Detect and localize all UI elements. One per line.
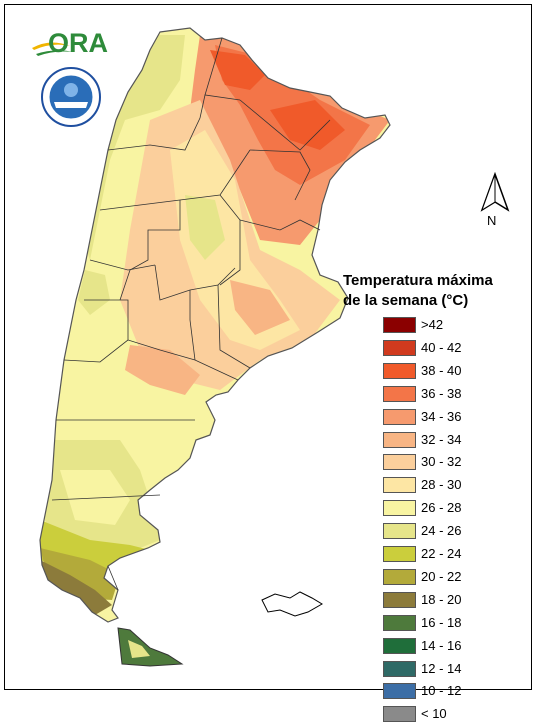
- ora-logo: [32, 42, 74, 56]
- legend-label: 10 - 12: [421, 683, 462, 699]
- legend-swatch: [383, 477, 416, 494]
- legend-swatch: [383, 362, 416, 379]
- legend-label: 28 - 30: [421, 477, 462, 493]
- legend-label: 16 - 18: [421, 614, 462, 630]
- legend-label: 36 - 38: [421, 385, 462, 401]
- map-frame: [4, 4, 532, 690]
- legend-title-line2: de la semana (°C): [343, 292, 469, 309]
- legend-swatch: [383, 408, 416, 425]
- legend-label: 38 - 40: [421, 362, 462, 378]
- north-label: N: [487, 213, 497, 228]
- legend-label: 40 - 42: [421, 339, 462, 355]
- legend-label: 30 - 32: [421, 454, 462, 470]
- north-arrow-icon: [480, 172, 510, 212]
- legend-label: 20 - 22: [421, 568, 462, 584]
- legend-label: 22 - 24: [421, 546, 462, 561]
- legend-swatch: [383, 683, 416, 700]
- legend-label: 24 - 26: [421, 523, 462, 539]
- legend-swatch: [383, 614, 416, 631]
- legend-label: 18 - 20: [421, 591, 462, 607]
- legend: Temperatura máxima de la semana (°C) >42…: [343, 271, 533, 722]
- legend-label: 12 - 14: [421, 660, 462, 676]
- legend-swatch: [383, 500, 416, 517]
- legend-label: >42: [421, 317, 444, 332]
- ora-logo-text: ORA: [48, 28, 108, 58]
- legend-swatch: [383, 317, 416, 333]
- legend-swatch: [383, 385, 416, 402]
- legend-swatch: [383, 637, 416, 654]
- smn-seal-icon: [41, 67, 101, 127]
- legend-label: < 10: [421, 706, 447, 722]
- legend-swatch: [383, 431, 416, 448]
- legend-swatch: [383, 706, 416, 722]
- legend-title: Temperatura máxima de la semana (°C): [343, 271, 533, 311]
- legend-label: 32 - 34: [421, 431, 462, 447]
- legend-label: 34 - 36: [421, 408, 462, 424]
- legend-swatch: [383, 523, 416, 540]
- legend-swatch: [383, 660, 416, 677]
- legend-swatch: [383, 454, 416, 471]
- legend-swatch: [383, 339, 416, 356]
- legend-label: 14 - 16: [421, 637, 462, 653]
- legend-swatch: [383, 568, 416, 585]
- legend-title-line1: Temperatura máxima: [343, 272, 493, 289]
- temperature-map: [39, 27, 391, 667]
- legend-swatch: [383, 546, 416, 562]
- legend-swatch: [383, 591, 416, 608]
- legend-label: 26 - 28: [421, 500, 462, 516]
